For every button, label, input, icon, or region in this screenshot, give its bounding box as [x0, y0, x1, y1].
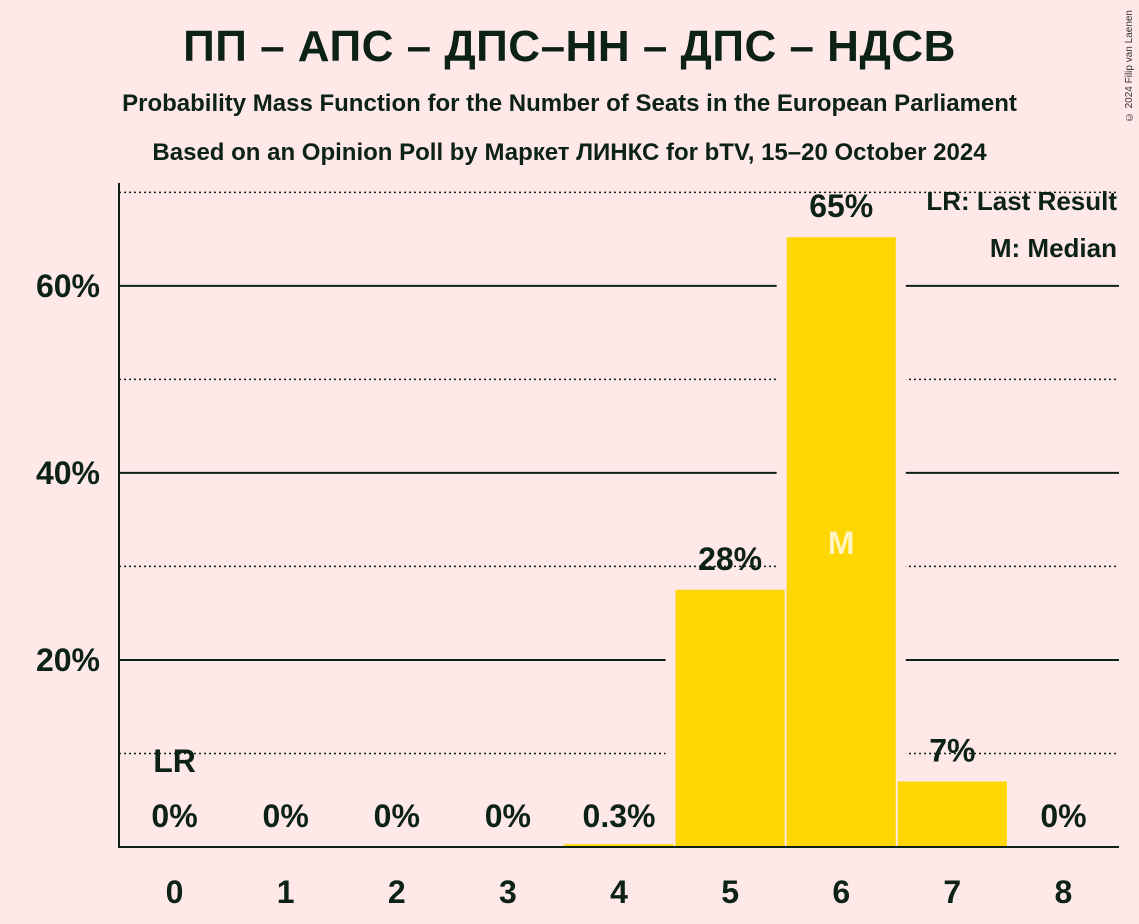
bar-value-label: 7% — [929, 733, 975, 769]
median-marker: M — [828, 525, 855, 561]
y-tick-label: 60% — [36, 268, 100, 304]
bar-value-label: 0% — [151, 798, 197, 834]
axes-layer — [118, 183, 1119, 848]
bar-seats-5 — [675, 589, 785, 847]
x-tick-label: 7 — [943, 874, 961, 910]
labels-layer: 20%40%60%0%0LR0%10%20%30.3%428%565%6M7%7… — [36, 188, 1087, 910]
bar-seats-6 — [786, 237, 896, 847]
bar-value-label: 0% — [374, 798, 420, 834]
legend-last-result: LR: Last Result — [926, 186, 1117, 216]
bar-value-label: 0% — [485, 798, 531, 834]
grid-layer — [119, 191, 1119, 755]
chart-subtitle: Probability Mass Function for the Number… — [122, 90, 1017, 117]
x-tick-label: 2 — [388, 874, 406, 910]
bar-seats-7 — [897, 781, 1007, 847]
y-tick-label: 40% — [36, 455, 100, 491]
bar-value-label: 28% — [698, 541, 762, 577]
bar-seats-4 — [564, 844, 674, 847]
x-tick-label: 8 — [1055, 874, 1073, 910]
x-tick-label: 1 — [277, 874, 295, 910]
last-result-marker: LR — [153, 743, 196, 779]
x-tick-label: 5 — [721, 874, 739, 910]
x-tick-label: 3 — [499, 874, 517, 910]
chart-subtitle-source: Based on an Opinion Poll by Маркет ЛИНКС… — [152, 139, 987, 166]
bar-value-label: 0% — [263, 798, 309, 834]
legend-median: M: Median — [990, 233, 1117, 263]
bar-value-label: 0.3% — [583, 798, 656, 834]
chart-title: ПП – АПС – ДПС–НН – ДПС – НДСВ — [183, 22, 956, 71]
y-tick-label: 20% — [36, 642, 100, 678]
bar-value-label: 0% — [1040, 798, 1086, 834]
bars-layer — [554, 237, 1017, 847]
bar-value-label: 65% — [809, 188, 873, 224]
x-tick-label: 0 — [166, 874, 184, 910]
x-tick-label: 4 — [610, 874, 628, 910]
x-tick-label: 6 — [832, 874, 850, 910]
